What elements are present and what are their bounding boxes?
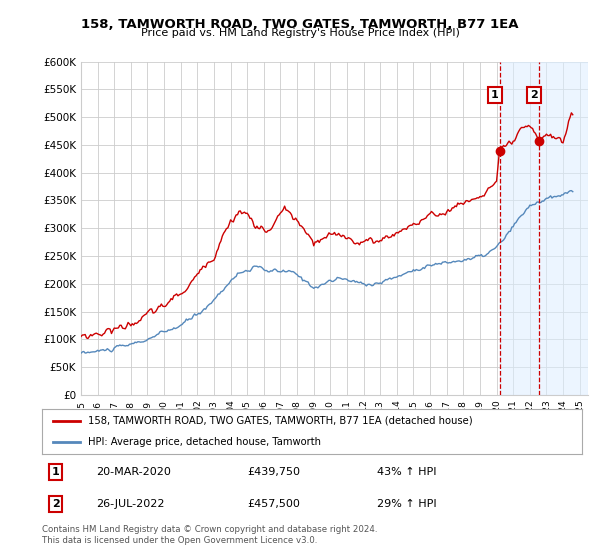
Text: 1: 1 — [52, 466, 59, 477]
Text: 158, TAMWORTH ROAD, TWO GATES, TAMWORTH, B77 1EA (detached house): 158, TAMWORTH ROAD, TWO GATES, TAMWORTH,… — [88, 416, 473, 426]
Text: 2: 2 — [52, 499, 59, 509]
Text: 1: 1 — [491, 90, 499, 100]
Text: £439,750: £439,750 — [247, 466, 300, 477]
Text: HPI: Average price, detached house, Tamworth: HPI: Average price, detached house, Tamw… — [88, 436, 321, 446]
Text: £457,500: £457,500 — [247, 499, 300, 509]
Text: 2: 2 — [530, 90, 538, 100]
Text: Price paid vs. HM Land Registry's House Price Index (HPI): Price paid vs. HM Land Registry's House … — [140, 28, 460, 38]
Text: 29% ↑ HPI: 29% ↑ HPI — [377, 499, 436, 509]
Bar — [500, 62, 588, 395]
Text: 26-JUL-2022: 26-JUL-2022 — [96, 499, 164, 509]
Text: 20-MAR-2020: 20-MAR-2020 — [96, 466, 171, 477]
Text: Contains HM Land Registry data © Crown copyright and database right 2024.
This d: Contains HM Land Registry data © Crown c… — [42, 525, 377, 545]
Text: 43% ↑ HPI: 43% ↑ HPI — [377, 466, 436, 477]
Text: 158, TAMWORTH ROAD, TWO GATES, TAMWORTH, B77 1EA: 158, TAMWORTH ROAD, TWO GATES, TAMWORTH,… — [81, 18, 519, 31]
